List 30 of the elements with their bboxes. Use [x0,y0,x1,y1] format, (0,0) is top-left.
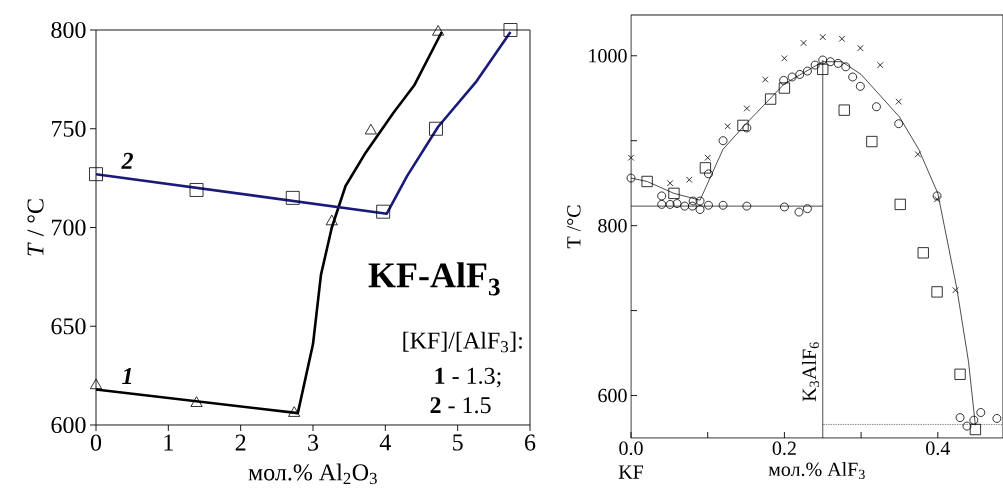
x-tick-label: 2 [235,434,246,451]
x-tick-label: 0 [90,434,102,451]
y-tick-label: 700 [52,219,86,236]
x-axis-title: мол.% AlF$_{3}$ [768,461,865,480]
x-tick-label: 0.4 [926,441,951,456]
y-tick-label: 600 [598,388,627,403]
y-axis-title: T /°C [567,205,581,249]
annotation: 2 - 1.5 [430,397,491,414]
x-axis-title: мол.% Al$_{2}$O$_{3}$ [248,463,377,485]
y-tick-label: 1000 [589,49,627,63]
x-tick-label: 4 [379,434,391,451]
annotation: 1 - 1.3; [435,367,501,388]
y-tick-label: 600 [51,416,86,434]
x-tick-label: 0.2 [772,441,796,456]
annotation: K$_{3}$AlF$_{6}$ [801,342,820,402]
y-tick-label: 800 [51,21,86,39]
series-label: 2 [121,152,133,169]
series-label: 1 [122,368,132,384]
y-tick-label: 750 [52,120,86,137]
x-tick-label: 0.0 [619,441,643,456]
x-tick-label: 6 [525,434,536,451]
x-tick-label: 1 [164,434,173,451]
text: KF [618,465,644,479]
annotation: [KF]/[AlF$_{3}$]: [403,331,522,353]
annotation: KF-AlF$_{3}$ [368,262,500,296]
y-tick-label: 650 [51,318,86,335]
x-tick-label: 3 [308,434,319,451]
y-tick-label: 800 [598,218,627,233]
y-axis-title: T / °C [27,199,44,256]
x-tick-label: 5 [453,434,463,451]
